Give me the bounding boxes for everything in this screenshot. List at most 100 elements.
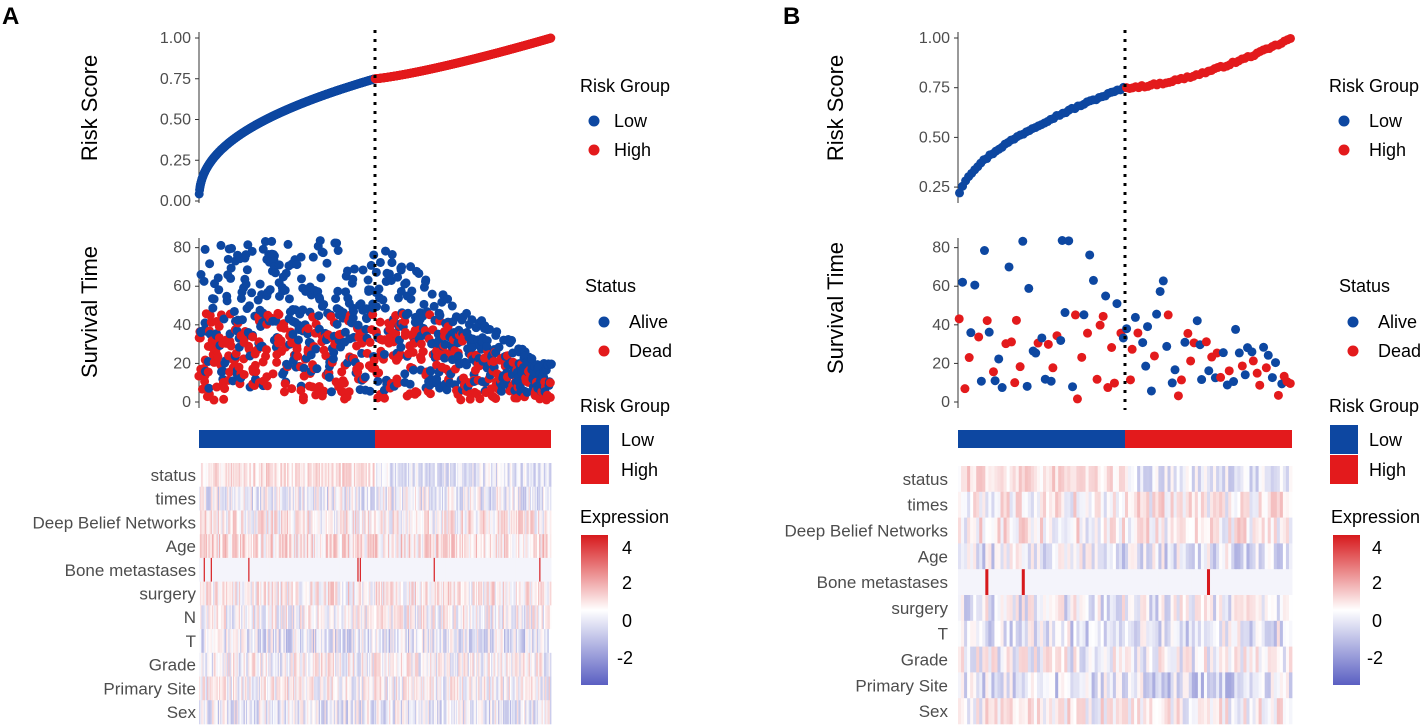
survival-point-dead (354, 361, 364, 371)
survival-y-tick-label: 60 (173, 278, 191, 295)
survival-point-alive (311, 344, 321, 354)
risk-bar-high (375, 430, 551, 448)
legend-label: Alive (629, 312, 668, 332)
legend-title: Risk Group (580, 396, 670, 416)
legend-risk-group-b: Risk Group Low High (1329, 76, 1419, 160)
risk-score-point (546, 33, 556, 43)
survival-point-alive (244, 301, 254, 311)
survival-point-alive (283, 239, 293, 249)
survival-point-dead (303, 323, 313, 333)
legend-label: High (614, 140, 651, 160)
survival-point-alive (348, 274, 358, 284)
survival-point-dead (213, 352, 223, 362)
survival-point-alive (333, 286, 343, 296)
risk-y-tick-label: 0.00 (160, 193, 191, 210)
heatmap-row-label: status (151, 466, 196, 485)
survival-point-dead (319, 386, 329, 396)
legend-low-dot (1338, 115, 1350, 127)
legend-risk-group-a: Risk Group Low High (580, 76, 670, 160)
legend-high-dot (1338, 144, 1350, 156)
survival-point-dead (279, 387, 289, 397)
survival-point-dead (280, 379, 290, 389)
survival-point-dead (287, 384, 297, 394)
heatmap-cell (549, 557, 552, 582)
heatmap-row-label: T (186, 632, 196, 651)
survival-point-alive (260, 237, 270, 247)
survival-point-dead (307, 382, 317, 392)
colorbar-tick: 0 (622, 611, 632, 631)
legend-title: Risk Group (1329, 76, 1419, 96)
legend-title: Expression (580, 507, 669, 527)
heatmap-cell (549, 463, 552, 488)
survival-point-dead (261, 351, 271, 361)
legend-label: High (1369, 140, 1406, 160)
survival-point-alive (324, 372, 334, 382)
survival-point-alive (267, 236, 277, 246)
survival-point-alive (387, 258, 397, 268)
legend-label: High (621, 460, 658, 480)
legend-title: Status (585, 276, 636, 296)
survival-point-alive (208, 303, 218, 313)
survival-point-alive (407, 286, 417, 296)
survival-point-alive (380, 303, 390, 313)
legend-label: Alive (1378, 312, 1417, 332)
survival-point-alive (227, 243, 237, 253)
survival-point-alive (218, 366, 228, 376)
survival-point-dead (205, 310, 215, 320)
survival-point-alive (507, 335, 517, 345)
colorbar-tick: 2 (1372, 573, 1382, 593)
heatmap-row-label: Bone metastases (65, 561, 196, 580)
survival-point-dead (321, 351, 331, 361)
survival-point-alive (213, 273, 223, 283)
heatmap-cell (549, 652, 552, 677)
survival-point-alive (401, 278, 411, 288)
legend-label: Low (614, 111, 648, 131)
survival-point-dead (248, 332, 258, 342)
survival-point-alive (379, 349, 389, 359)
panel-label-a: A (2, 3, 19, 30)
survival-point-dead (251, 367, 261, 377)
survival-point-alive (284, 294, 294, 304)
survival-point-dead (212, 382, 222, 392)
survival-point-dead (416, 339, 426, 349)
survival-point-alive (491, 330, 501, 340)
heatmap-row-label: Deep Belief Networks (33, 513, 196, 532)
legend-dead-dot (598, 345, 610, 357)
legend-high-swatch (581, 455, 609, 484)
legend-title: Status (1339, 276, 1390, 296)
legend-expression-b: Expression 4 2 0 -2 (1331, 507, 1420, 685)
survival-point-dead (226, 341, 236, 351)
survival-point-alive (316, 273, 326, 283)
heatmap-row-label: Age (166, 537, 196, 556)
colorbar-tick: 2 (622, 573, 632, 593)
survival-point-alive (332, 238, 342, 248)
survival-point-alive (375, 257, 385, 267)
survival-point-dead (418, 347, 428, 357)
survival-point-alive (405, 379, 415, 389)
survival-point-dead (365, 337, 375, 347)
survival-point-dead (214, 321, 224, 331)
survival-point-dead (456, 395, 466, 405)
panel-label-b: B (783, 3, 800, 30)
heatmap-cell (549, 605, 552, 630)
risk-score-axis-title-b: Risk Score (823, 55, 848, 161)
survival-point-alive (226, 273, 236, 283)
survival-point-alive (387, 250, 397, 260)
heatmap-cell (549, 534, 552, 559)
legend-title: Risk Group (580, 76, 670, 96)
expression-colorbar (581, 535, 608, 685)
survival-point-alive (229, 306, 239, 316)
legend-status-a: Status Alive Dead (585, 276, 672, 361)
survival-point-alive (298, 305, 308, 315)
legend-label: Dead (629, 341, 672, 361)
survival-point-dead (545, 392, 555, 402)
survival-point-alive (365, 386, 375, 396)
heatmap-row-label: times (155, 490, 196, 509)
survival-point-alive (358, 265, 368, 275)
survival-point-alive (360, 372, 370, 382)
survival-point-alive (435, 311, 445, 321)
survival-point-dead (375, 317, 385, 327)
survival-point-alive (369, 250, 379, 260)
survival-point-dead (262, 381, 272, 391)
